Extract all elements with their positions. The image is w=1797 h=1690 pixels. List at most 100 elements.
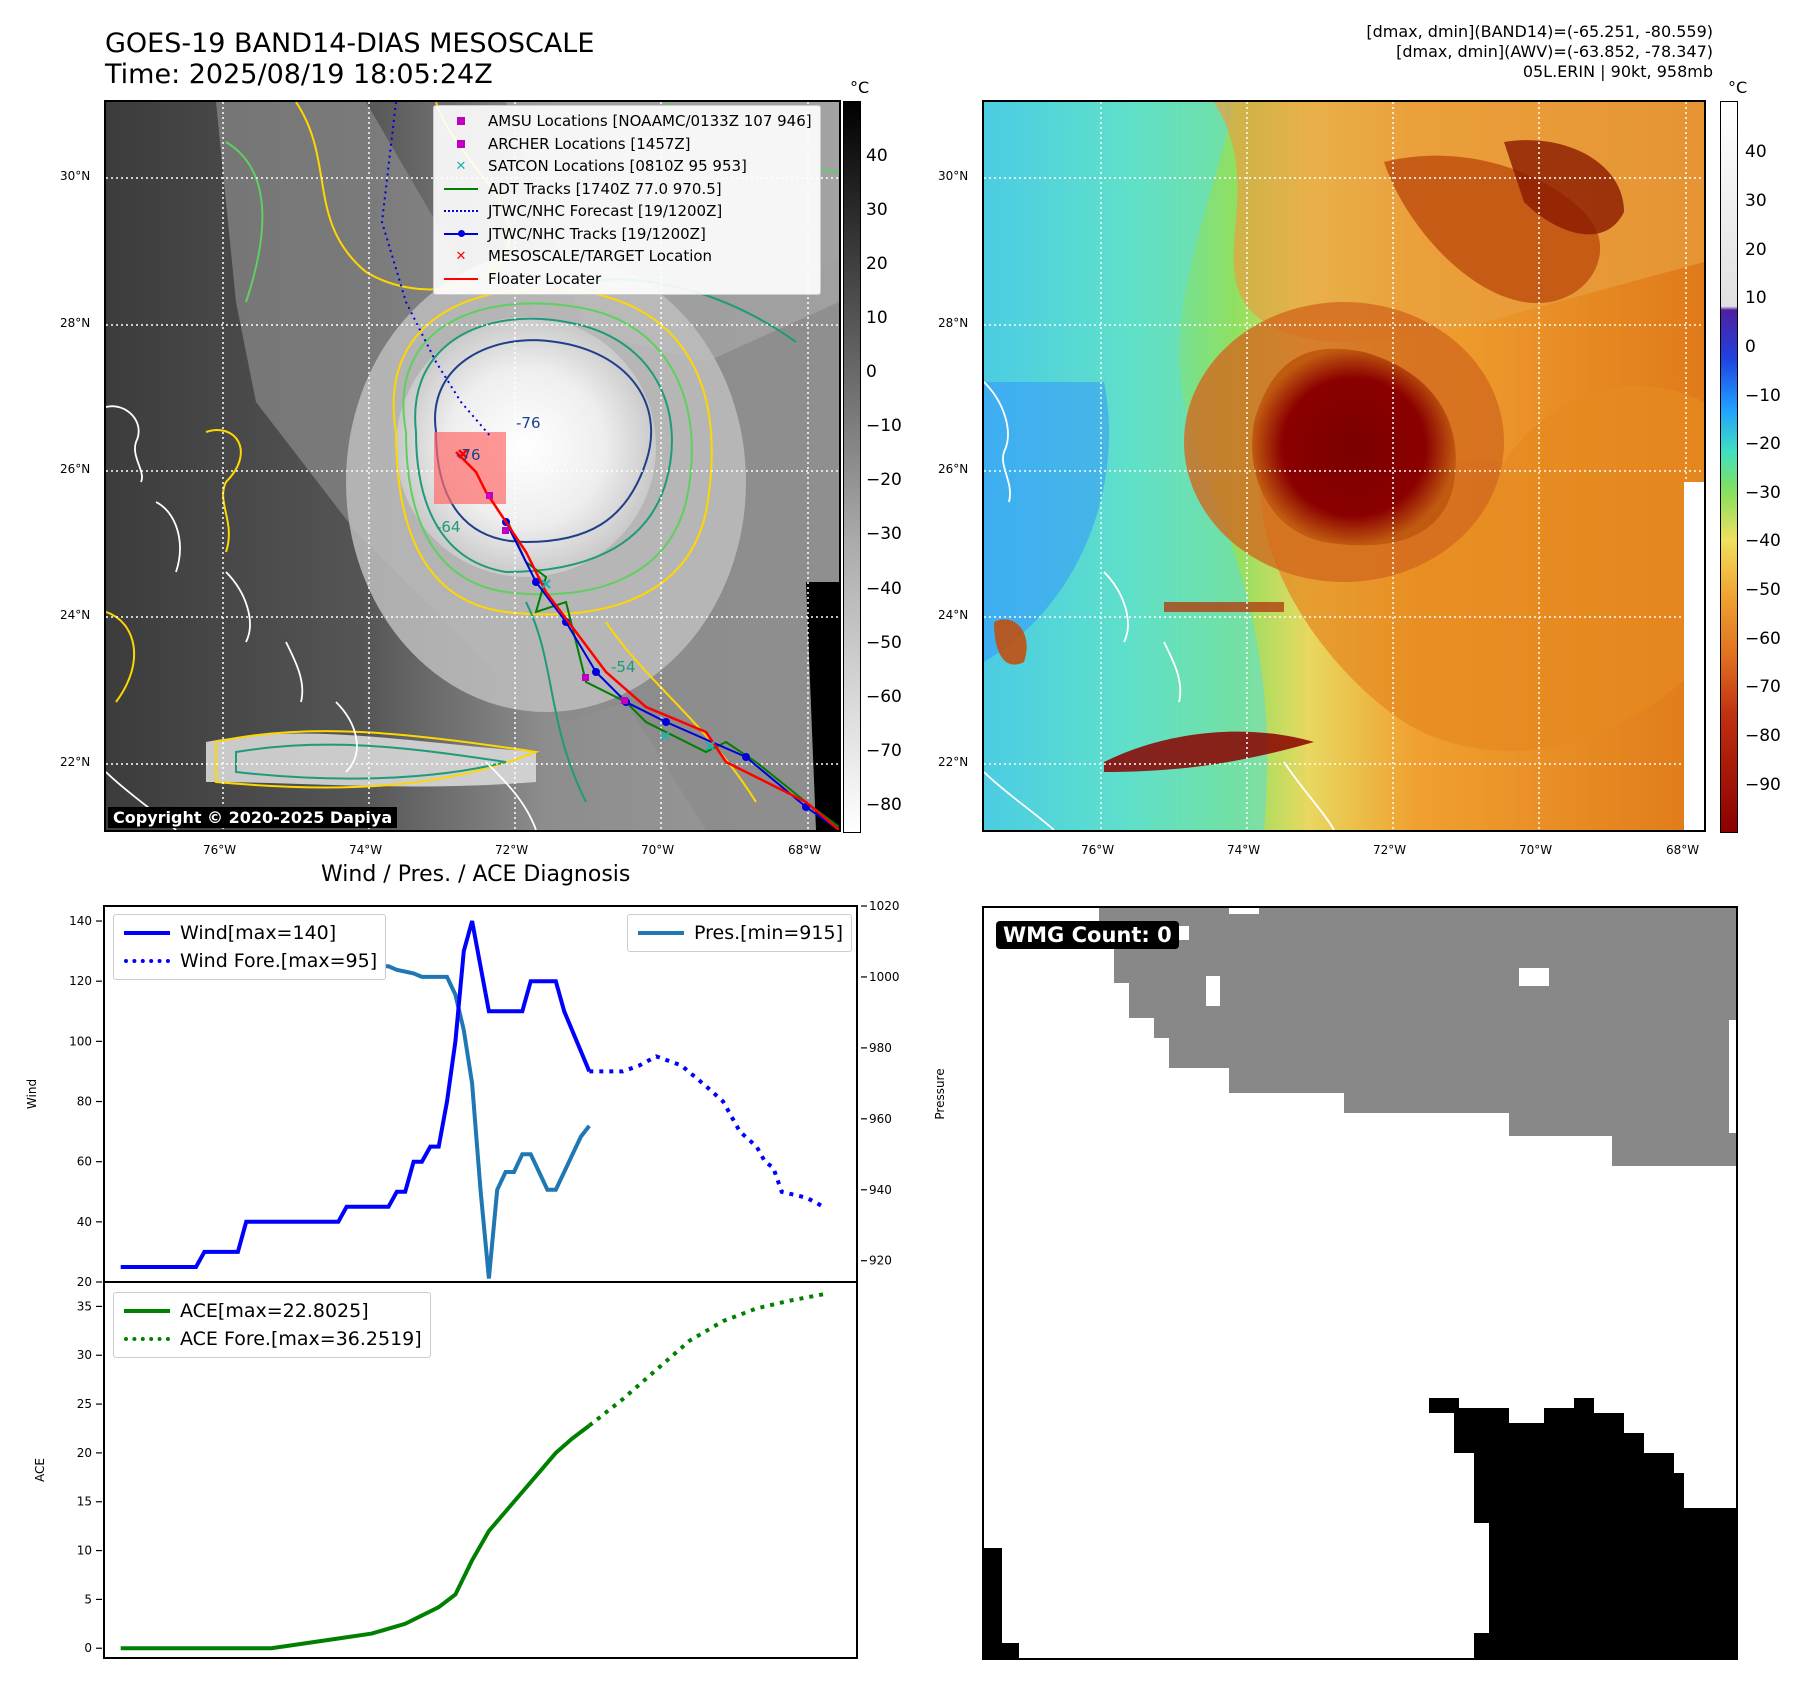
left-colorbar <box>843 101 861 833</box>
wind-tick-label: 20 <box>77 1275 92 1289</box>
wmg-mask <box>984 908 1736 1658</box>
contours <box>106 102 839 803</box>
ace-tick-label: 20 <box>77 1446 92 1460</box>
legend-dot-line-icon <box>442 229 480 237</box>
legend-solid-line-icon <box>122 1309 172 1313</box>
contour-se <box>605 621 757 803</box>
wind-tick-label: 140 <box>69 914 92 928</box>
right-colorbar-unit: °C <box>1728 78 1748 97</box>
legend-ace: ACE[max=22.8025] <box>122 1297 422 1325</box>
wmg-hole-2 <box>1206 976 1220 1006</box>
legend-solid-line-icon <box>122 931 172 935</box>
pressure-tick-label: 920 <box>869 1254 892 1268</box>
legend-satcon: ✕ SATCON Locations [0810Z 95 953] <box>442 155 812 178</box>
contour-nw <box>225 141 264 303</box>
wind-tick-label: 80 <box>77 1095 92 1109</box>
ace-series-line <box>120 1424 591 1651</box>
contour-label-1: -76 <box>516 414 541 432</box>
legend-dotted-line-icon <box>122 1337 172 1341</box>
dry-region-florida <box>984 382 1109 662</box>
figure-title: GOES-19 BAND14-DIAS MESOSCALE Time: 2025… <box>105 28 594 90</box>
awv-coast-florida <box>984 381 1011 503</box>
legend-wind-forecast: Wind Fore.[max=95] <box>122 947 377 975</box>
legend-x-icon: ✕ <box>455 158 467 174</box>
map-legend: AMSU Locations [NOAAMC/0133Z 107 946] AR… <box>433 105 821 295</box>
cold-streak <box>1164 602 1284 612</box>
wmg-hole-1 <box>1519 968 1549 986</box>
coast-florida <box>106 405 143 483</box>
wmg-count-badge: WMG Count: 0 <box>996 921 1179 949</box>
ace-legend: ACE[max=22.8025] ACE Fore.[max=36.2519] <box>113 1292 431 1358</box>
wind-tick-label: 100 <box>69 1034 92 1048</box>
pressure-tick-label: 1020 <box>869 899 900 913</box>
wmg-hole-4 <box>1179 926 1189 940</box>
wind-tick-label: 120 <box>69 974 92 988</box>
wmg-hole-3 <box>1229 908 1259 914</box>
awv-map-panel <box>982 100 1706 832</box>
legend-adt: ADT Tracks [1740Z 77.0 970.5] <box>442 178 812 201</box>
contour-band-yellow <box>215 730 540 789</box>
storm-info: 05L.ERIN | 90kt, 958mb <box>1522 62 1713 81</box>
awv-coast-bahamas-2 <box>1163 641 1182 703</box>
ace-tick-label: 5 <box>84 1592 92 1606</box>
title-line-2: Time: 2025/08/19 18:05:24Z <box>105 59 493 90</box>
wmg-black-left <box>984 1548 1002 1658</box>
wmg-black-left-bottom <box>984 1643 1019 1658</box>
wmg-gray-top <box>1184 908 1736 953</box>
pressure-tick-label: 960 <box>869 1112 892 1126</box>
legend-dotted-line-icon <box>442 210 480 213</box>
mesoscale-target-box <box>434 432 506 504</box>
stats-info: [dmax, dmin](BAND14)=(-65.251, -80.559) … <box>1366 22 1713 82</box>
legend-dotted-line-icon <box>122 959 172 963</box>
right-colorbar <box>1720 101 1738 833</box>
ir-map-panel: -76 -76 -64 -54 AMSU Locations [NOAAMC/0… <box>104 100 841 832</box>
pressure-tick-label: 1000 <box>869 970 900 984</box>
wind-tick-label: 40 <box>77 1215 92 1229</box>
wind-series-line <box>120 920 592 1269</box>
legend-ace-forecast: ACE Fore.[max=36.2519] <box>122 1325 422 1353</box>
legend-nhc: JTWC/NHC Tracks [19/1200Z] <box>442 223 812 246</box>
copyright-label: Copyright © 2020-2025 Dapiya <box>108 807 398 828</box>
coast-bahamas-3 <box>285 641 304 703</box>
contour-band-teal <box>235 743 507 780</box>
wmg-black-region <box>1429 1398 1736 1658</box>
awv-map <box>984 102 1704 830</box>
contour-54 <box>402 302 693 596</box>
legend-floater: Floater Locater <box>442 268 812 291</box>
no-data-wedge <box>806 582 839 830</box>
contour-label-2: -76 <box>456 446 481 464</box>
awv-coastlines <box>984 381 1335 830</box>
legend-solid-line-icon <box>636 931 686 935</box>
wind-axis-label: Wind <box>25 1079 39 1109</box>
legend-wind: Wind[max=140] <box>122 919 377 947</box>
ace-tick-label: 10 <box>77 1544 92 1558</box>
ace-tick-label: 30 <box>77 1348 92 1362</box>
pressure-tick-label: 940 <box>869 1183 892 1197</box>
archer-points <box>486 492 628 704</box>
no-data-edge <box>1684 482 1704 830</box>
wind-legend: Wind[max=140] Wind Fore.[max=95] <box>113 914 387 980</box>
legend-line-icon <box>442 187 480 190</box>
contour-label-4: -54 <box>611 658 636 676</box>
central-dense-overcast <box>396 317 656 577</box>
awv-coast-hispaniola <box>1283 761 1335 830</box>
legend-amsu: AMSU Locations [NOAAMC/0133Z 107 946] <box>442 110 812 133</box>
coast-bahamas-4 <box>335 701 358 773</box>
diagnosis-title: Wind / Pres. / ACE Diagnosis <box>321 862 631 887</box>
left-colorbar-unit: °C <box>850 78 870 97</box>
wmg-panel: WMG Count: 0 <box>982 906 1738 1660</box>
contour-south <box>525 601 587 803</box>
contour-far-west <box>106 611 136 703</box>
pressure-tick-label: 980 <box>869 1041 892 1055</box>
stats-awv: [dmax, dmin](AWV)=(-63.852, -78.347) <box>1396 42 1713 61</box>
legend-x-icon: ✕ <box>455 248 467 264</box>
ace-chart: 0 5 10 15 20 25 30 35 <box>77 1292 824 1655</box>
contour-label-3: -64 <box>436 518 461 536</box>
awv-coast-cuba <box>984 771 1055 830</box>
contour-76 <box>434 339 653 544</box>
ace-forecast-series-line <box>588 1292 824 1428</box>
pressure-axis-label: Pressure <box>933 1068 947 1119</box>
dry-region-west <box>984 102 1268 830</box>
coldest-tops-north <box>1504 140 1624 235</box>
